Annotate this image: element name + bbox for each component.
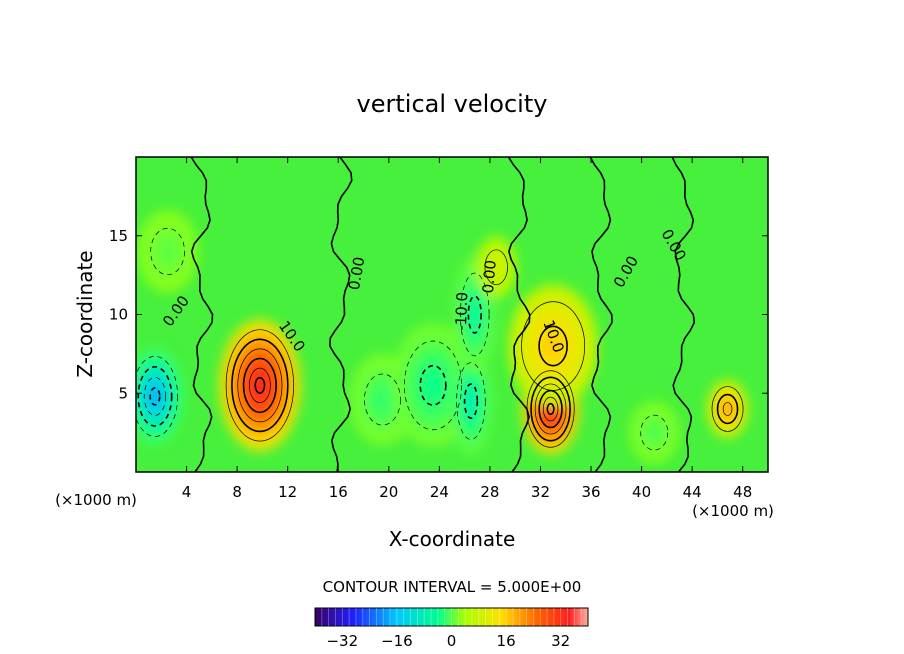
x-tick-label: 16 <box>329 483 348 501</box>
y-axis-label: Z-coordinate <box>73 250 97 377</box>
zero-contour-line <box>671 157 696 472</box>
field-level <box>150 388 160 405</box>
contour-line <box>136 355 178 437</box>
y-tick-label: 5 <box>118 384 128 402</box>
field-feature <box>137 210 198 293</box>
contour-line <box>364 373 401 426</box>
x-unit-label: (×1000 m) <box>55 491 137 509</box>
contour-line <box>225 329 294 442</box>
zero-contour-line <box>190 157 214 472</box>
contour-line <box>542 396 559 422</box>
field-feature <box>136 347 184 446</box>
contour-line <box>546 402 555 416</box>
colorbar: −32 −16 0 16 32 <box>314 607 589 650</box>
contour-line <box>722 402 733 416</box>
field-level <box>492 262 500 273</box>
colorbar-tick-label: −16 <box>381 632 413 650</box>
x-tick-label: 44 <box>683 483 702 501</box>
colorbar-gradient <box>314 607 589 627</box>
contour-line <box>711 386 744 432</box>
field-level <box>426 375 440 396</box>
contour-line <box>143 377 167 416</box>
y-tick-label: 15 <box>109 227 128 245</box>
zero-contour-line <box>329 157 353 472</box>
zero-contour-line <box>589 157 613 472</box>
x-tick-label: 48 <box>733 483 752 501</box>
field-level <box>650 427 659 438</box>
field-feature <box>476 236 517 298</box>
contour-line <box>521 301 586 391</box>
contour-line <box>149 387 161 406</box>
field-level <box>471 304 479 325</box>
contour-line <box>242 357 277 414</box>
x-tick-label: 32 <box>531 483 550 501</box>
contour-line <box>716 393 739 425</box>
x-tick-label: 4 <box>182 483 192 501</box>
contour-line <box>231 338 289 433</box>
contour-label: -10.0 <box>452 292 471 331</box>
x-tick-label: 36 <box>581 483 600 501</box>
contour-line <box>404 340 463 431</box>
x-tick-label: 40 <box>632 483 651 501</box>
field-feature <box>508 284 598 408</box>
zero-contour-line <box>507 157 531 472</box>
contour-line <box>137 366 173 427</box>
contour-line <box>467 295 482 334</box>
y-tick-label: 10 <box>109 306 128 324</box>
contour-line <box>254 376 266 394</box>
x-tick-label: 24 <box>430 483 449 501</box>
contour-interval-label: CONTOUR INTERVAL = 5.000E+00 <box>323 578 582 596</box>
field-feature <box>350 354 415 445</box>
contour-line <box>484 249 508 286</box>
colorbar-tick-label: 16 <box>497 632 516 650</box>
contour-line <box>534 383 567 435</box>
contour-line <box>538 325 568 367</box>
contour-label: 0.00 <box>479 259 500 294</box>
field-level <box>467 392 475 410</box>
contour-line <box>463 383 479 420</box>
contour-line <box>456 362 486 440</box>
field-level <box>545 335 561 357</box>
field-level <box>724 404 731 414</box>
x-tick-label: 28 <box>480 483 499 501</box>
contour-line <box>530 376 571 442</box>
contour-line <box>237 348 283 423</box>
colorbar-tick-label: 0 <box>447 632 457 650</box>
colorbar-tick-label: 32 <box>551 632 570 650</box>
colorbar-tick-label: −32 <box>326 632 358 650</box>
z-unit-label: (×1000 m) <box>692 502 774 520</box>
x-axis-label: X-coordinate <box>389 527 516 551</box>
contour-line <box>460 272 490 357</box>
contour-line <box>249 367 271 404</box>
x-tick-label: 12 <box>278 483 297 501</box>
contour-line <box>419 364 447 406</box>
contour-label: 0.00 <box>345 255 369 291</box>
contour-line <box>640 414 669 451</box>
field-feature <box>707 380 748 438</box>
chart-title: vertical velocity <box>357 90 548 118</box>
contour-line <box>150 227 185 276</box>
field-level <box>377 392 388 408</box>
field-feature <box>629 401 679 464</box>
field-level <box>162 244 173 259</box>
x-tick-label: 8 <box>232 483 242 501</box>
x-tick-label: 20 <box>379 483 398 501</box>
